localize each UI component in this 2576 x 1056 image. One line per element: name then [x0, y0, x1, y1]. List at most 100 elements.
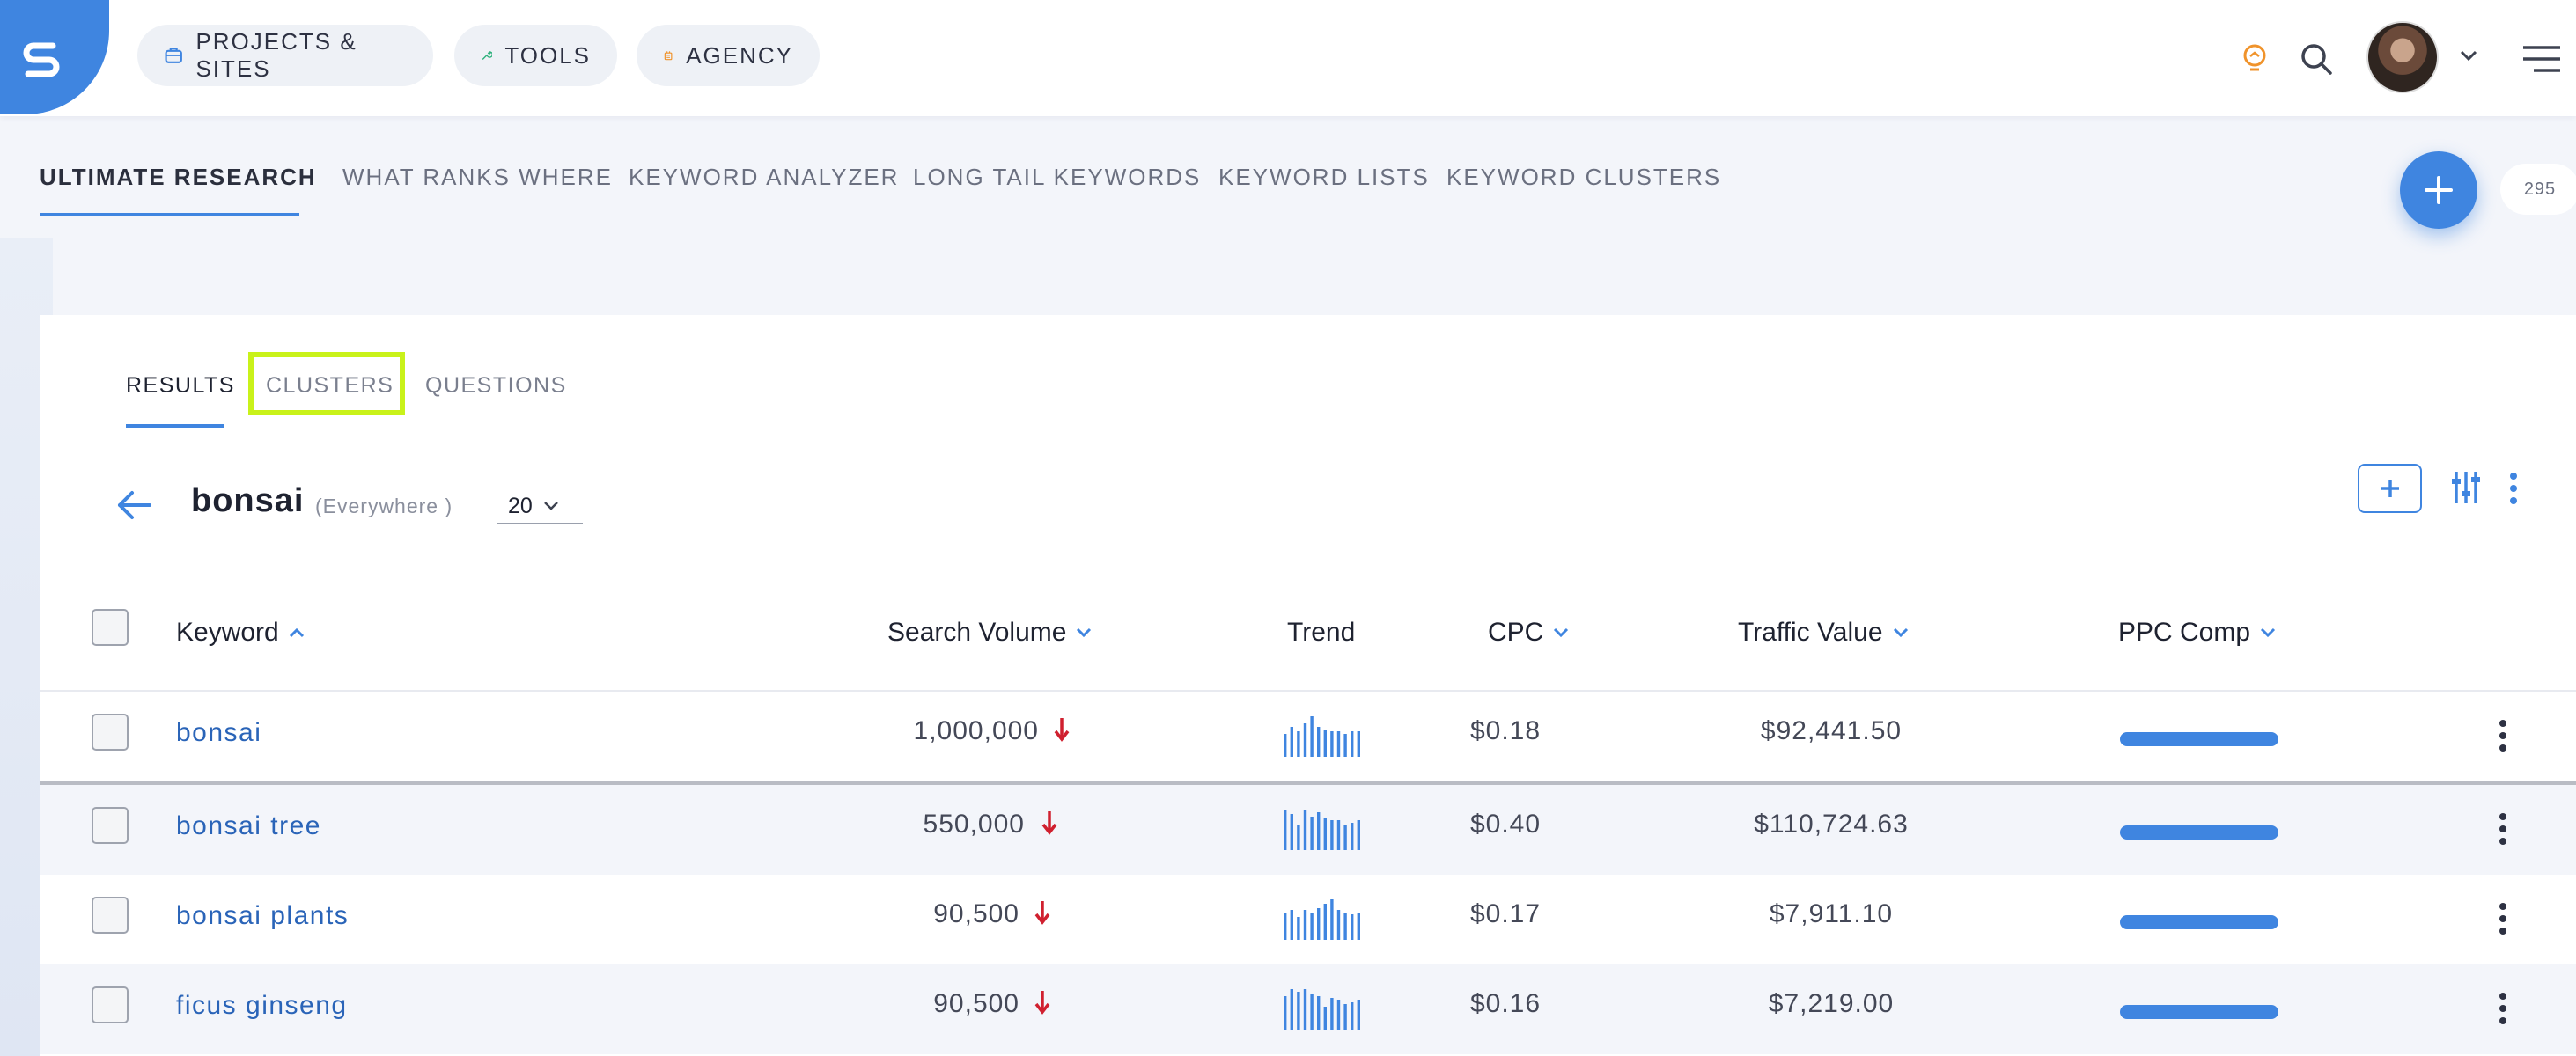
- trend-down-arrow-icon: [1034, 901, 1050, 925]
- keyword-link[interactable]: bonsai tree: [176, 811, 321, 840]
- trend-down-arrow-icon: [1034, 991, 1050, 1015]
- add-button[interactable]: [2400, 151, 2477, 229]
- row-more-options-icon[interactable]: [2497, 991, 2509, 1026]
- row-checkbox[interactable]: [92, 986, 129, 1023]
- logo-icon: [23, 42, 60, 77]
- search-icon[interactable]: [2300, 42, 2333, 76]
- ppc-comp-bar: [2120, 1005, 2278, 1019]
- search-volume-value: 1,000,000: [913, 716, 1039, 745]
- column-traffic-value-label: Traffic Value: [1738, 618, 1883, 647]
- nav-tools[interactable]: TOOLS: [454, 25, 617, 86]
- trend-bar: [1351, 731, 1354, 757]
- chevron-down-icon[interactable]: [2460, 49, 2477, 62]
- app-logo[interactable]: [0, 0, 109, 114]
- column-traffic-value[interactable]: Traffic Value: [1738, 618, 1910, 648]
- cpc-value: $0.16: [1469, 989, 1542, 1018]
- trend-bar: [1297, 731, 1300, 757]
- cpc-value: $0.40: [1469, 810, 1542, 839]
- trend-bar: [1303, 723, 1307, 757]
- row-more-options-icon[interactable]: [2497, 901, 2509, 936]
- subtab-clusters[interactable]: CLUSTERS: [266, 373, 394, 398]
- nav-agency[interactable]: AGENCY: [637, 25, 820, 86]
- tab-what-ranks-where[interactable]: WHAT RANKS WHERE: [342, 164, 613, 190]
- row-more-options-icon[interactable]: [2497, 718, 2509, 753]
- trend-bar: [1303, 989, 1307, 1030]
- more-options-icon[interactable]: [2507, 472, 2520, 505]
- keyword-link[interactable]: bonsai plants: [176, 901, 350, 930]
- plus-icon: [2381, 480, 2399, 497]
- subtab-questions[interactable]: QUESTIONS: [425, 373, 567, 398]
- briefcase-icon: [165, 48, 182, 63]
- trend-bar: [1323, 730, 1327, 757]
- trend-bar: [1284, 996, 1287, 1030]
- search-volume-value: 90,500: [933, 989, 1019, 1018]
- tab-keyword-lists[interactable]: KEYWORD LISTS: [1218, 164, 1430, 190]
- chevron-down-icon: [543, 502, 558, 510]
- trend-bar: [1330, 820, 1334, 850]
- trend-bar: [1317, 812, 1321, 850]
- trend-bar: [1351, 914, 1354, 940]
- query-location: (Everywhere ): [315, 495, 453, 517]
- trend-bar: [1357, 1000, 1360, 1030]
- sort-descending-icon: [1893, 627, 1908, 638]
- trend-bar: [1323, 904, 1327, 940]
- menu-icon[interactable]: [2521, 44, 2562, 74]
- nav-tools-label: TOOLS: [504, 41, 591, 69]
- trend-bar: [1343, 1004, 1347, 1030]
- row-checkbox[interactable]: [92, 897, 129, 934]
- results-count-value: 20: [508, 493, 533, 518]
- row-divider: [40, 781, 2576, 785]
- filters-icon[interactable]: [2451, 470, 2481, 505]
- search-volume-value: 550,000: [923, 810, 1025, 839]
- trend-bar: [1323, 1007, 1327, 1030]
- trend-bar: [1357, 820, 1360, 850]
- column-trend: Trend: [1287, 618, 1355, 648]
- column-search-volume[interactable]: Search Volume: [887, 618, 1093, 648]
- trend-sparkline: [1284, 810, 1360, 850]
- trend-bar: [1310, 913, 1314, 940]
- tab-long-tail-keywords[interactable]: LONG TAIL KEYWORDS: [913, 164, 1202, 190]
- column-ppc-comp[interactable]: PPC Comp: [2118, 618, 2277, 648]
- column-keyword[interactable]: Keyword: [176, 618, 305, 648]
- avatar[interactable]: [2366, 21, 2439, 93]
- trend-bar: [1297, 917, 1300, 940]
- trend-down-arrow-icon: [1041, 811, 1057, 835]
- results-panel: [40, 315, 2576, 1056]
- sort-ascending-icon: [289, 627, 304, 638]
- wrench-icon: [482, 51, 493, 60]
- trend-bar: [1336, 820, 1341, 850]
- keyword-link[interactable]: bonsai: [176, 718, 262, 747]
- tab-keyword-clusters[interactable]: KEYWORD CLUSTERS: [1446, 164, 1722, 190]
- trend-bar: [1343, 913, 1347, 940]
- traffic-value: $110,724.63: [1754, 810, 1909, 839]
- tab-keyword-analyzer[interactable]: KEYWORD ANALYZER: [629, 164, 900, 190]
- subtab-results[interactable]: RESULTS: [126, 373, 235, 398]
- lightbulb-icon[interactable]: [2240, 42, 2270, 76]
- row-more-options-icon[interactable]: [2497, 811, 2509, 847]
- trend-bar: [1336, 910, 1341, 940]
- trend-bar: [1290, 814, 1293, 850]
- column-ppc-comp-label: PPC Comp: [2118, 618, 2251, 647]
- trend-bar: [1336, 731, 1341, 757]
- trend-bar: [1357, 913, 1360, 940]
- trend-bar: [1303, 910, 1307, 940]
- trend-bar: [1284, 913, 1287, 940]
- keyword-link[interactable]: ficus ginseng: [176, 991, 348, 1020]
- search-volume-value: 90,500: [933, 899, 1019, 928]
- column-cpc[interactable]: CPC: [1488, 618, 1570, 648]
- add-to-list-button[interactable]: [2358, 464, 2422, 513]
- traffic-value: $7,911.10: [1769, 899, 1894, 928]
- select-all-checkbox[interactable]: [92, 609, 129, 646]
- nav-projects-label: PROJECTS & SITES: [195, 28, 357, 82]
- trend-sparkline: [1284, 899, 1360, 940]
- trend-bar: [1343, 734, 1347, 757]
- row-checkbox[interactable]: [92, 807, 129, 844]
- trend-bar: [1310, 817, 1314, 850]
- tab-ultimate-research[interactable]: ULTIMATE RESEARCH: [40, 164, 317, 190]
- column-search-volume-label: Search Volume: [887, 618, 1067, 647]
- results-count-select[interactable]: 20: [497, 489, 583, 524]
- row-checkbox[interactable]: [92, 714, 129, 751]
- trend-bar: [1351, 1002, 1354, 1030]
- nav-projects-sites[interactable]: PROJECTS & SITES: [137, 25, 433, 86]
- back-arrow-icon[interactable]: [116, 489, 153, 521]
